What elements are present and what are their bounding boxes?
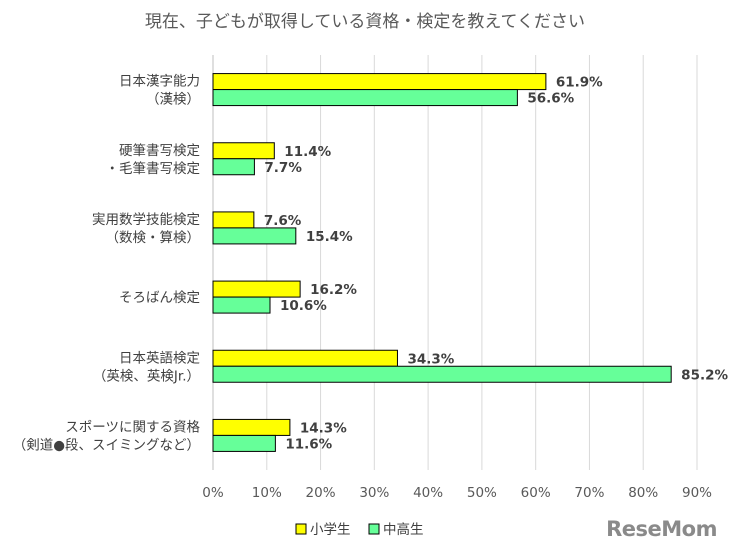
bar — [212, 89, 518, 107]
bar — [212, 211, 255, 229]
bar — [212, 73, 547, 91]
category-label: 硬筆書写検定 — [119, 143, 200, 159]
bar — [212, 365, 672, 383]
legend: 小学生 中高生 — [295, 521, 424, 538]
x-tick-label: 40% — [413, 485, 443, 501]
bar — [212, 296, 271, 314]
data-label: 15.4% — [306, 229, 353, 245]
category-label: （漢検） — [146, 92, 200, 108]
category-label: 日本漢字能力 — [119, 74, 200, 90]
category-label: （剣道●段、スイミングなど） — [13, 437, 200, 453]
category-label: 実用数学技能検定 — [92, 212, 200, 228]
category-label: 日本英語検定 — [119, 349, 200, 366]
data-label: 85.2% — [681, 367, 728, 383]
legend-swatch — [295, 523, 307, 535]
bar — [212, 142, 275, 160]
data-label: 10.6% — [280, 298, 327, 314]
x-tick-label: 60% — [521, 485, 551, 501]
x-tick-label: 70% — [574, 485, 604, 501]
category-label: （英検、英検Jr.） — [93, 367, 200, 384]
x-tick-label: 0% — [202, 485, 224, 501]
data-label: 7.6% — [264, 213, 302, 229]
gridlines — [212, 55, 698, 470]
bar — [212, 418, 291, 436]
x-axis-ticks: 0% 10% 20% 30% 40% 50% 60% 70% 80% 90% — [202, 485, 712, 501]
data-label: 61.9% — [556, 75, 603, 91]
x-tick-label: 30% — [359, 485, 389, 501]
x-tick-label: 80% — [628, 485, 658, 501]
data-label: 11.6% — [285, 436, 332, 452]
data-label: 7.7% — [264, 160, 302, 176]
data-label: 14.3% — [300, 420, 347, 436]
bar — [212, 280, 301, 298]
data-label: 11.4% — [284, 144, 331, 160]
data-label: 56.6% — [527, 91, 574, 107]
category-label: そろばん検定 — [119, 290, 200, 306]
bar — [212, 434, 276, 452]
bar — [212, 349, 398, 367]
category-label: ・毛筆書写検定 — [106, 161, 201, 177]
x-tick-label: 90% — [682, 485, 712, 501]
x-tick-label: 20% — [306, 485, 336, 501]
legend-label: 中高生 — [383, 521, 424, 538]
legend-label: 小学生 — [310, 522, 351, 538]
category-label: （数検・算検） — [106, 230, 201, 246]
bars: 61.9%56.6% 11.4%7.7% 7.6%15.4% 16.2%10.6% 34… — [212, 73, 728, 452]
data-label: 34.3% — [407, 351, 454, 367]
x-tick-label: 10% — [252, 485, 282, 501]
resemom-logo: ReseMom — [606, 517, 717, 541]
data-label: 16.2% — [310, 282, 357, 298]
x-tick-label: 50% — [467, 485, 497, 501]
chart-title: 現在、子どもが取得している資格・検定を教えてください — [145, 12, 585, 32]
category-label: スポーツに関する資格 — [65, 419, 200, 435]
legend-swatch — [368, 523, 380, 535]
bar — [212, 227, 297, 245]
bar — [212, 158, 255, 176]
